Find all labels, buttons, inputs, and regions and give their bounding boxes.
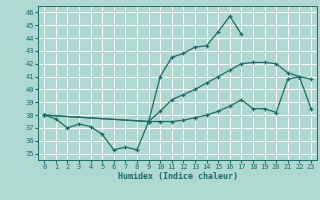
X-axis label: Humidex (Indice chaleur): Humidex (Indice chaleur) (118, 172, 238, 181)
